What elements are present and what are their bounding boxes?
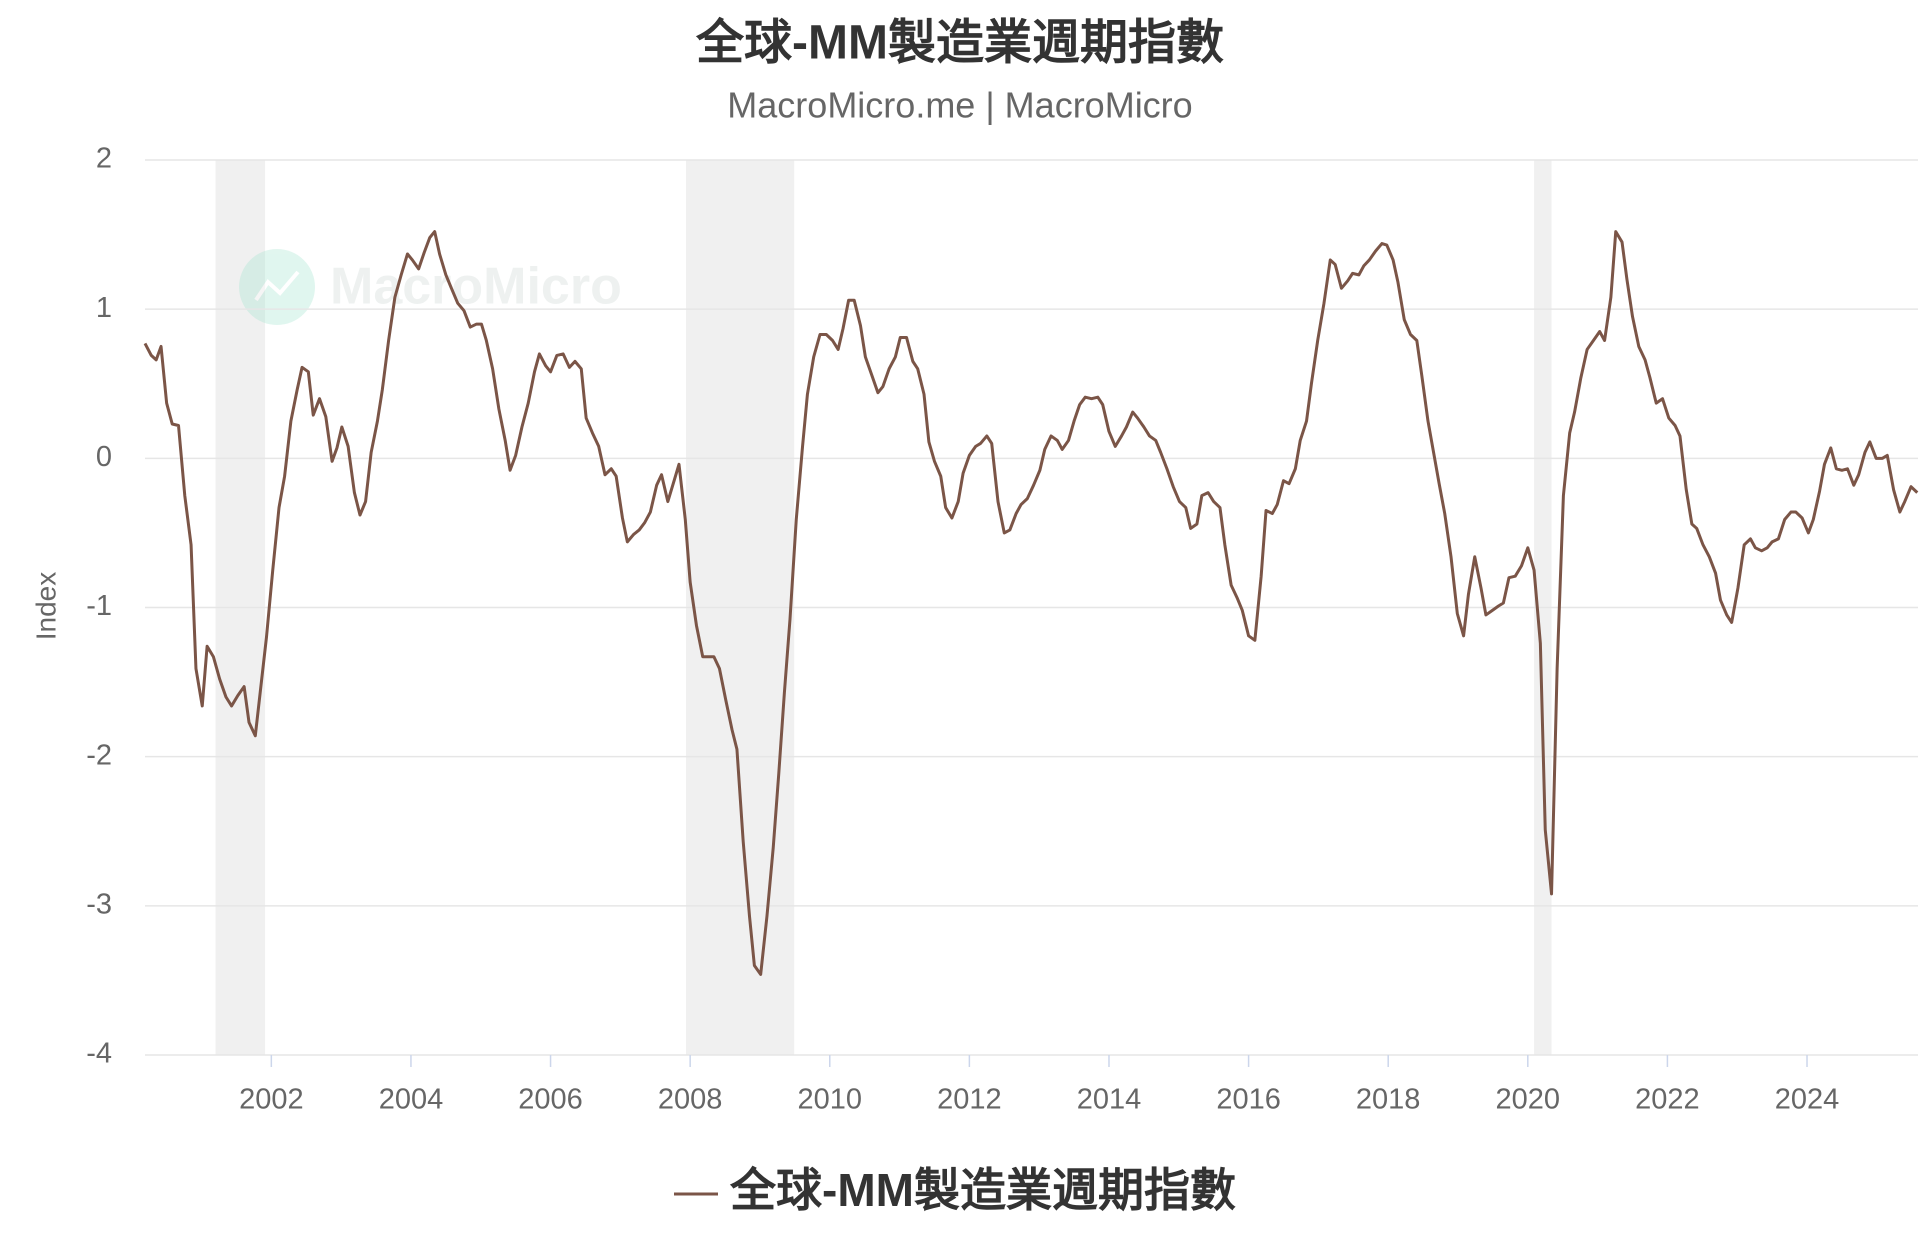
data-line	[143, 230, 1919, 976]
grid-layer	[145, 159, 1918, 1056]
x-tick-label: 2014	[1077, 1084, 1142, 1116]
x-tick-label: 2024	[1775, 1084, 1840, 1116]
watermark-logo	[239, 249, 315, 325]
x-tick-label: 2020	[1496, 1084, 1561, 1116]
y-tick-label: 1	[96, 292, 112, 324]
chart-title: 全球-MM製造業週期指數	[695, 16, 1224, 70]
watermark: MacroMicro	[239, 249, 622, 325]
y-tick-label: -3	[86, 888, 112, 920]
y-tick-label: -4	[86, 1038, 112, 1070]
y-axis-label: Index	[30, 572, 61, 641]
x-tick-label: 2006	[518, 1084, 583, 1116]
y-tick-label: 2	[96, 143, 112, 175]
watermark-logo-line	[254, 270, 300, 302]
x-tick-label: 2010	[798, 1084, 863, 1116]
y-tick-label: -2	[86, 739, 112, 771]
x-tick-label: 2016	[1216, 1084, 1281, 1116]
x-tick-label: 2004	[379, 1084, 444, 1116]
x-tick-label: 2002	[239, 1084, 304, 1116]
chart-subtitle: MacroMicro.me | MacroMicro	[727, 85, 1192, 126]
x-tick-label: 2008	[658, 1084, 723, 1116]
x-tick-label: 2022	[1635, 1084, 1700, 1116]
legend-label[interactable]: 全球-MM製造業週期指數	[729, 1164, 1236, 1216]
x-tick-label: 2012	[937, 1084, 1002, 1116]
y-tick-label: 0	[96, 441, 112, 473]
x-tick-label: 2018	[1356, 1084, 1421, 1116]
watermark-text: MacroMicro	[330, 258, 622, 316]
y-tick-label: -1	[86, 590, 112, 622]
